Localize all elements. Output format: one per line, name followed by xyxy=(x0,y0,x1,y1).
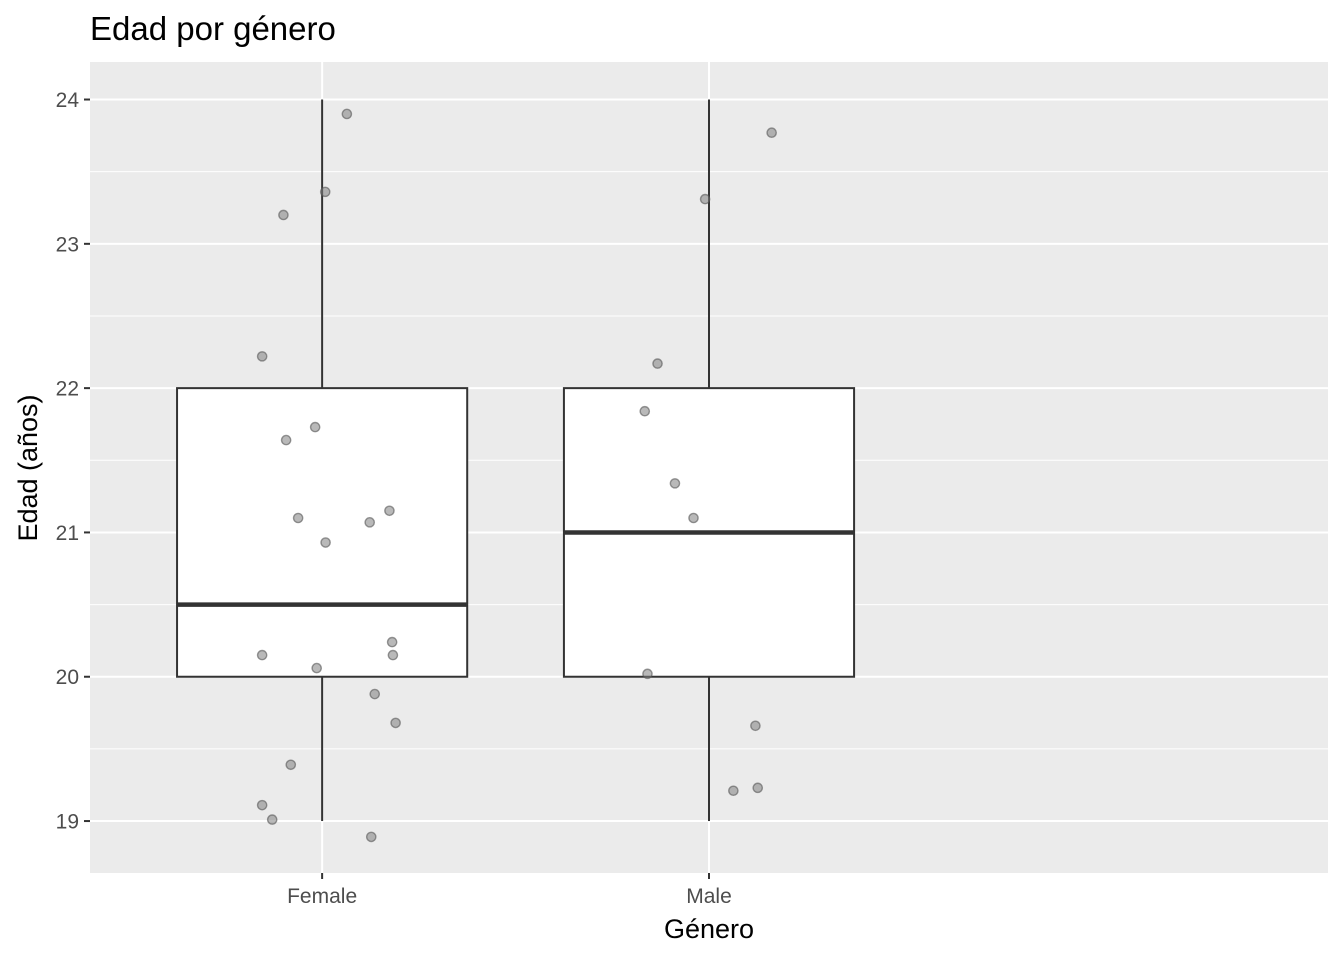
data-point-male xyxy=(669,478,681,489)
data-point-female xyxy=(390,717,401,729)
data-point-female xyxy=(320,537,331,548)
jitter-points xyxy=(256,108,777,843)
data-point-female xyxy=(364,517,376,528)
data-point-male xyxy=(652,358,663,369)
data-point-female xyxy=(341,108,353,120)
box-iqr xyxy=(176,387,469,678)
data-point-female xyxy=(386,636,398,648)
x-tick-label: Male xyxy=(686,885,732,908)
x-tick-label: Female xyxy=(287,885,357,908)
data-point-male xyxy=(699,193,711,205)
data-point-female xyxy=(266,814,278,825)
data-point-male xyxy=(728,785,739,797)
x-axis-title: Género xyxy=(664,914,754,944)
chart-title: Edad por género xyxy=(90,10,336,47)
data-point-male xyxy=(642,668,653,680)
data-point-female xyxy=(309,421,321,433)
data-point-female xyxy=(256,649,268,661)
data-point-female xyxy=(369,688,381,700)
data-point-male xyxy=(639,405,651,417)
data-point-female xyxy=(285,759,297,771)
data-point-female xyxy=(384,505,395,517)
y-tick-label: 19 xyxy=(56,811,79,834)
data-point-female xyxy=(256,351,268,362)
y-tick-label: 22 xyxy=(56,378,79,401)
data-point-female xyxy=(256,799,268,811)
data-point-female xyxy=(387,649,399,661)
y-axis: 19 20 21 22 23 24 xyxy=(56,89,90,834)
data-point-male xyxy=(688,512,699,524)
x-axis: Female Male xyxy=(287,873,732,908)
data-point-female xyxy=(365,831,377,843)
boxplot-male xyxy=(562,99,856,822)
data-point-female xyxy=(311,662,323,674)
boxplot-female xyxy=(176,99,469,822)
y-tick-label: 20 xyxy=(56,666,79,689)
data-point-female xyxy=(292,512,304,524)
y-tick-label: 24 xyxy=(56,89,80,112)
data-point-male xyxy=(750,720,761,732)
data-point-male xyxy=(752,782,764,794)
data-point-female xyxy=(319,186,331,198)
y-tick-label: 21 xyxy=(56,522,79,545)
boxplots xyxy=(176,99,856,822)
data-point-female xyxy=(280,434,292,446)
data-point-female xyxy=(278,209,289,221)
y-tick-label: 23 xyxy=(56,233,79,256)
data-point-male xyxy=(766,127,777,139)
y-axis-title: Edad (años) xyxy=(13,394,43,541)
